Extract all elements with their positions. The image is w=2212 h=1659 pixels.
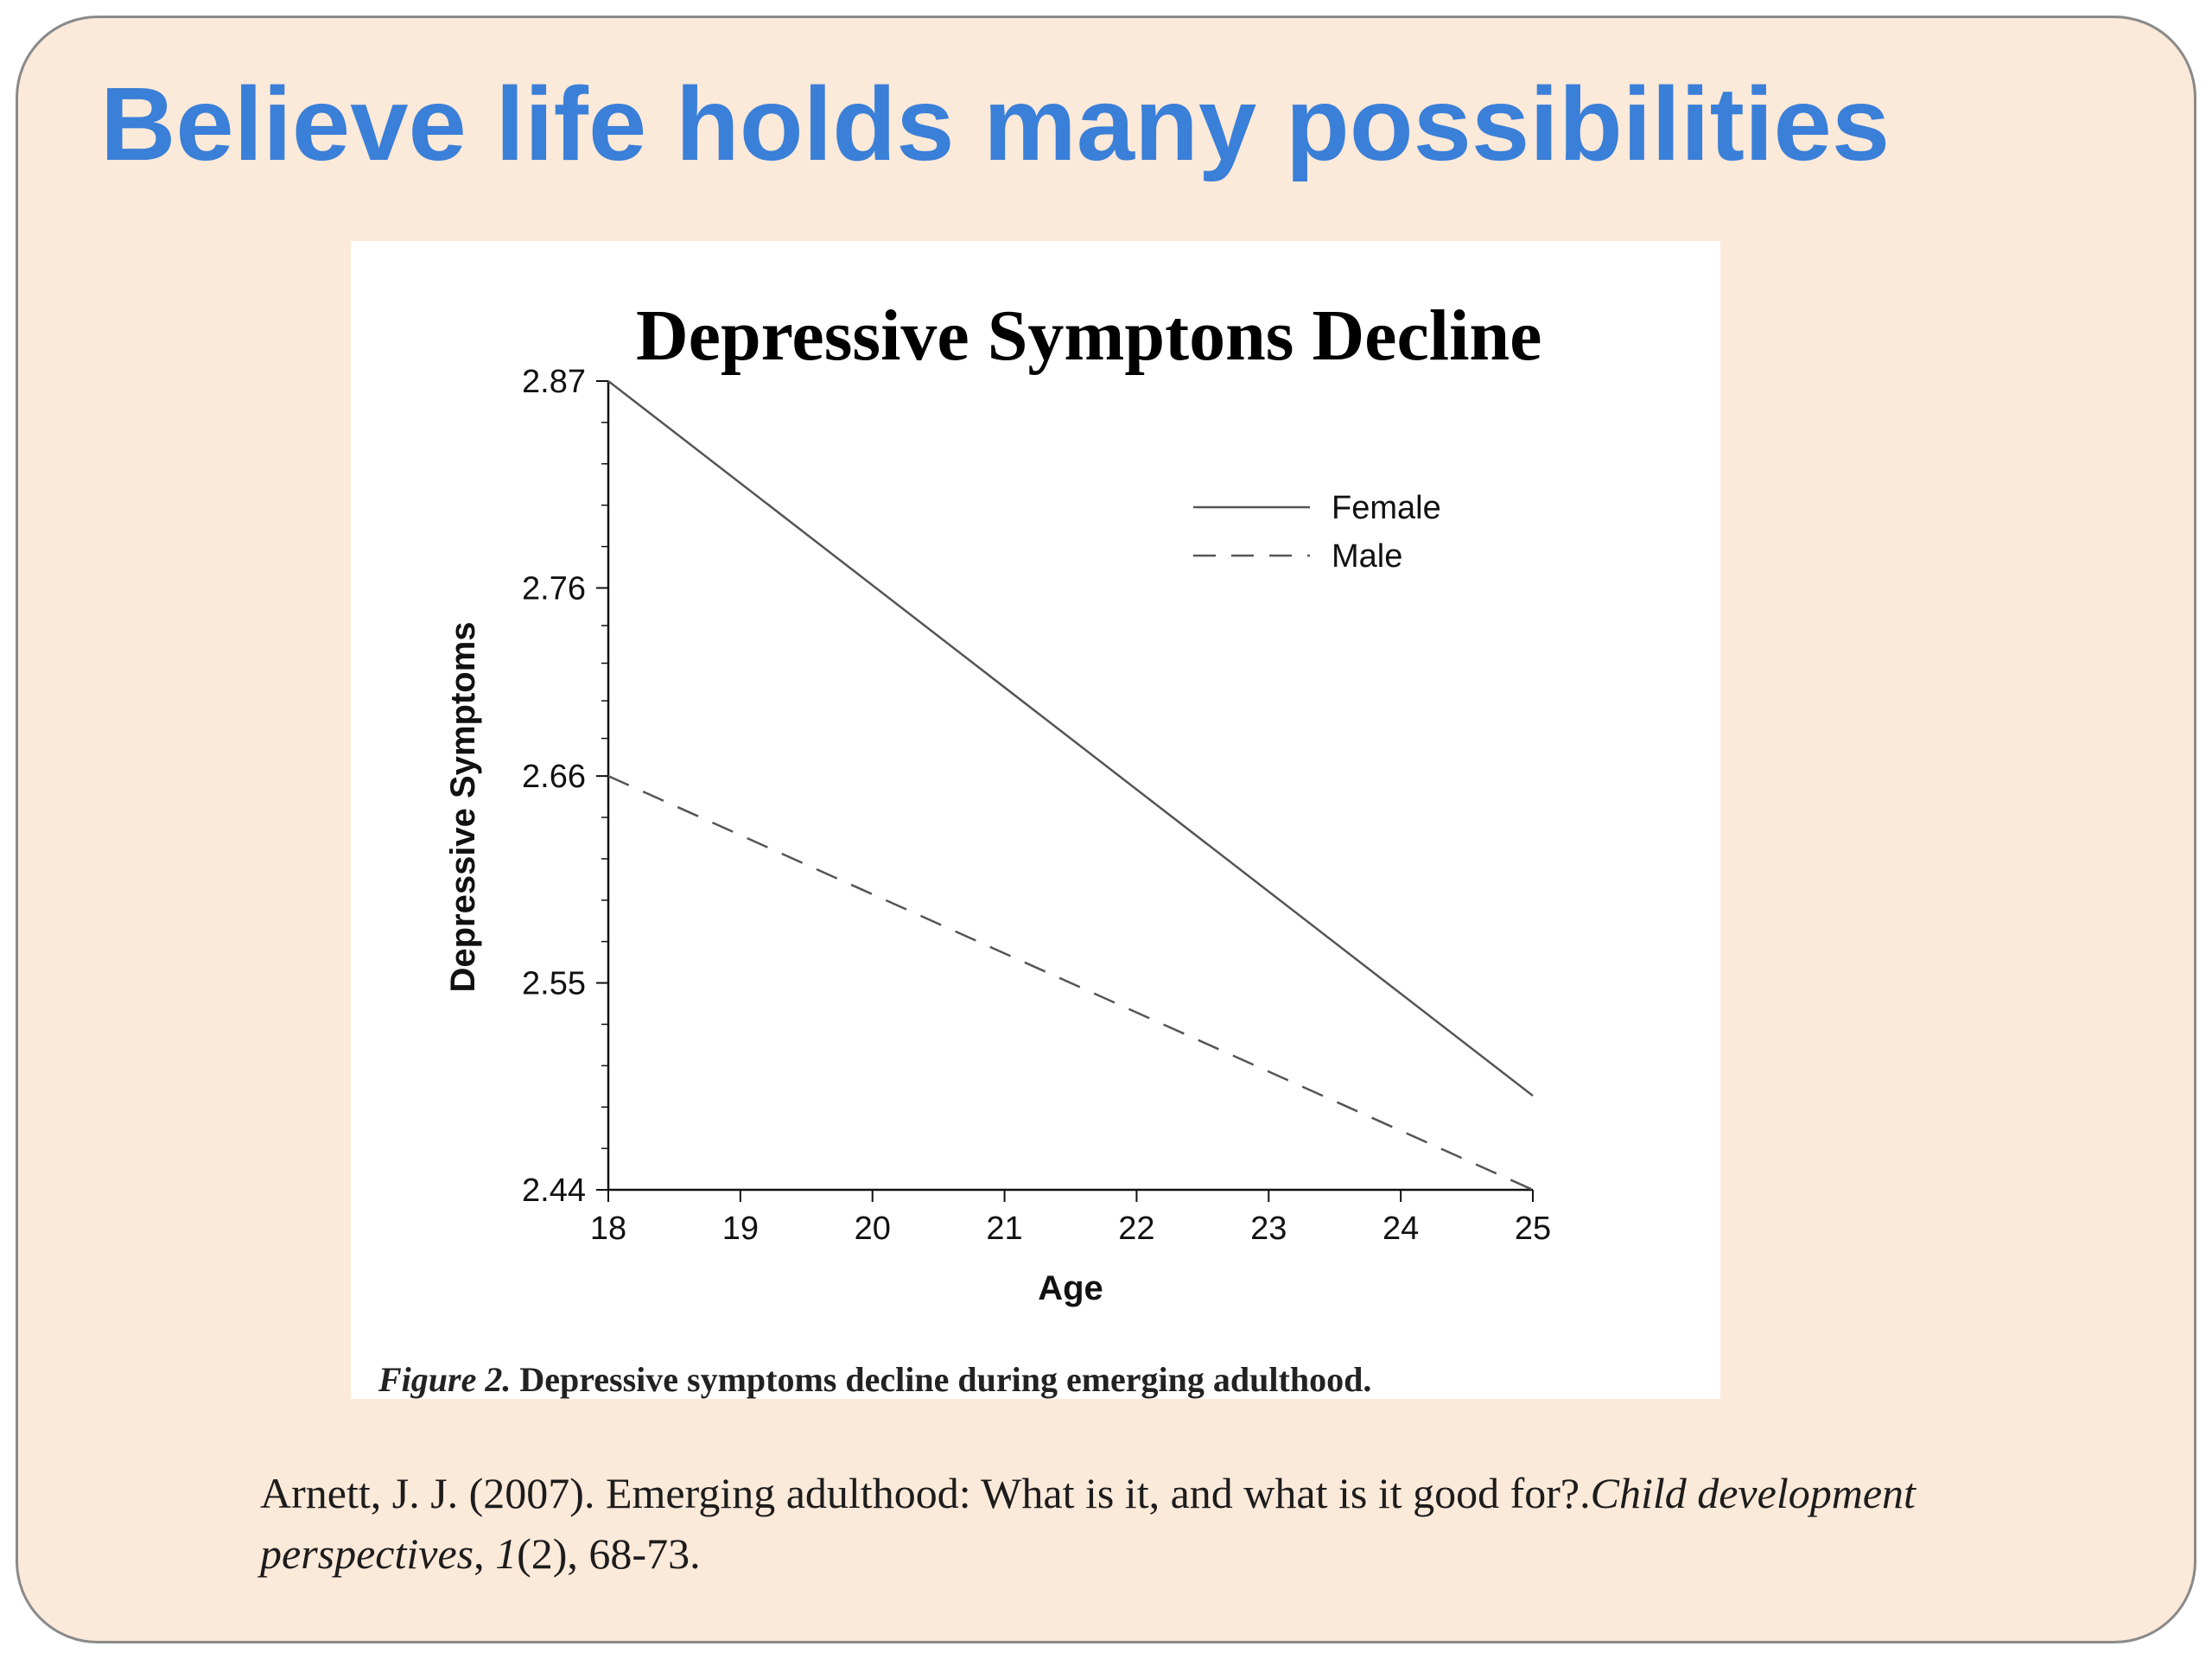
y-tick-label: 2.44 — [522, 1173, 586, 1209]
legend-label-female: Female — [1332, 490, 1441, 526]
citation: Arnett, J. J. (2007). Emerging adulthood… — [260, 1463, 2075, 1584]
x-tick-label: 24 — [1382, 1211, 1419, 1247]
series-line-male — [607, 774, 1534, 1192]
series-line-female — [607, 380, 1534, 1097]
chart-axes — [607, 381, 1533, 1192]
citation-volume: 1 — [495, 1529, 518, 1578]
x-tick-label: 20 — [855, 1211, 891, 1247]
citation-authors-title: Arnett, J. J. (2007). Emerging adulthood… — [260, 1469, 1591, 1517]
x-tick-label: 25 — [1515, 1211, 1551, 1247]
y-tick-label: 2.66 — [522, 759, 586, 795]
figure-caption-text: Depressive symptoms decline during emerg… — [519, 1360, 1372, 1399]
chart-legend: Female Male — [1193, 490, 1441, 575]
y-tick-label: 2.55 — [522, 966, 586, 1002]
x-axis-title: Age — [1038, 1269, 1103, 1307]
slide-title: Believe life holds many possibilities — [100, 65, 1891, 182]
figure-caption: Figure 2. Depressive symptoms decline du… — [378, 1361, 1371, 1399]
citation-separator: , — [474, 1529, 496, 1578]
slide-background: Believe life holds many possibilities 2.… — [16, 16, 2196, 1643]
x-tick-label: 18 — [590, 1211, 626, 1247]
x-tick-label: 23 — [1250, 1211, 1287, 1247]
legend-label-male: Male — [1332, 538, 1402, 575]
y-tick-label: 2.76 — [522, 570, 586, 607]
figure-panel: 2.44 2.55 2.66 2.76 2.87 18 19 20 21 22 23 24 25 Fem… — [351, 241, 1720, 1399]
line-chart: 2.44 2.55 2.66 2.76 2.87 18 19 20 21 22 23 24 25 Fem… — [444, 364, 1551, 1307]
chart-ticks: 2.44 2.55 2.66 2.76 2.87 18 19 20 21 22 23 24 25 — [522, 364, 1551, 1247]
citation-journal: Child development perspectives — [260, 1469, 1916, 1578]
x-tick-label: 19 — [722, 1211, 759, 1247]
x-tick-label: 22 — [1118, 1211, 1154, 1247]
y-axis-title: Depressive Symptoms — [444, 621, 482, 992]
y-tick-label: 2.87 — [522, 364, 586, 400]
chart-series — [607, 380, 1534, 1192]
figure-caption-label: Figure 2. — [378, 1360, 512, 1399]
citation-issue-pages: (2), 68-73. — [517, 1529, 701, 1578]
chart-title: Depressive Symptons Decline — [636, 296, 1542, 376]
x-tick-label: 21 — [986, 1211, 1022, 1247]
